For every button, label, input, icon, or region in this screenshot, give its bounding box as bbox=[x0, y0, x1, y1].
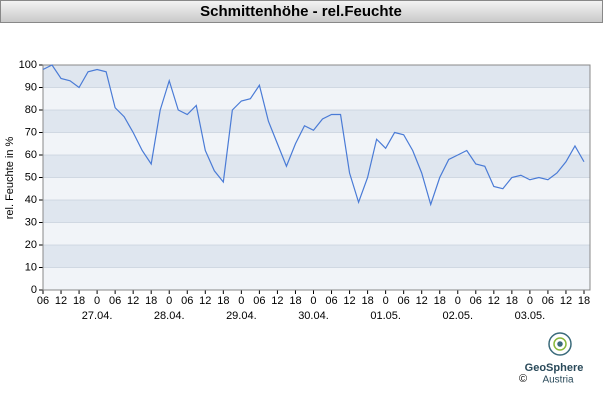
plot-frame bbox=[42, 64, 591, 291]
x-tick-label: 06 bbox=[470, 295, 482, 307]
x-tick-label: 12 bbox=[271, 295, 283, 307]
plot-band bbox=[43, 177, 590, 200]
date-label: 29.04. bbox=[226, 310, 257, 322]
y-tick-label: 90 bbox=[25, 81, 37, 93]
plot-band bbox=[43, 132, 590, 155]
logo-sub: Austria bbox=[542, 375, 574, 386]
plot-band bbox=[43, 110, 590, 133]
x-tick-label: 18 bbox=[506, 295, 518, 307]
x-tick-label: 0 bbox=[94, 295, 100, 307]
date-label: 30.04. bbox=[298, 310, 329, 322]
y-tick-label: 100 bbox=[19, 59, 37, 71]
plot-band bbox=[43, 245, 590, 268]
x-tick-label: 12 bbox=[55, 295, 67, 307]
x-tick-label: 0 bbox=[310, 295, 316, 307]
y-axis-label: rel. Feuchte in % bbox=[4, 137, 16, 220]
x-tick-label: 18 bbox=[361, 295, 373, 307]
chart-title: Schmittenhöhe - rel.Feuchte bbox=[200, 3, 402, 20]
y-tick-label: 60 bbox=[25, 149, 37, 161]
date-label: 27.04. bbox=[82, 310, 113, 322]
x-tick-label: 06 bbox=[181, 295, 193, 307]
x-tick-label: 06 bbox=[542, 295, 554, 307]
x-tick-label: 06 bbox=[325, 295, 337, 307]
y-tick-label: 80 bbox=[25, 104, 37, 116]
date-label: 28.04. bbox=[154, 310, 185, 322]
plot-band bbox=[43, 222, 590, 245]
x-tick-label: 06 bbox=[109, 295, 121, 307]
x-tick-label: 12 bbox=[488, 295, 500, 307]
x-tick-label: 0 bbox=[455, 295, 461, 307]
y-tick-label: 70 bbox=[25, 126, 37, 138]
x-tick-label: 12 bbox=[560, 295, 572, 307]
copyright: © bbox=[519, 373, 527, 385]
x-tick-label: 12 bbox=[199, 295, 211, 307]
x-tick-label: 18 bbox=[217, 295, 229, 307]
date-label: 03.05. bbox=[515, 310, 546, 322]
logo-icon bbox=[548, 332, 572, 356]
x-tick-label: 0 bbox=[383, 295, 389, 307]
x-tick-label: 18 bbox=[73, 295, 85, 307]
plot-band bbox=[43, 87, 590, 110]
plot-band bbox=[43, 65, 590, 88]
x-tick-label: 18 bbox=[289, 295, 301, 307]
y-tick-label: 0 bbox=[31, 284, 37, 296]
x-tick-label: 18 bbox=[145, 295, 157, 307]
date-label: 01.05. bbox=[370, 310, 401, 322]
plot-band bbox=[43, 267, 590, 290]
y-tick-label: 20 bbox=[25, 239, 37, 251]
x-tick-label: 0 bbox=[238, 295, 244, 307]
x-tick-label: 18 bbox=[434, 295, 446, 307]
x-tick-label: 06 bbox=[253, 295, 265, 307]
y-tick-label: 30 bbox=[25, 216, 37, 228]
y-tick-label: 40 bbox=[25, 194, 37, 206]
x-tick-label: 06 bbox=[398, 295, 410, 307]
x-tick-label: 12 bbox=[416, 295, 428, 307]
y-tick-label: 50 bbox=[25, 171, 37, 183]
x-tick-label: 0 bbox=[166, 295, 172, 307]
plot-band bbox=[43, 200, 590, 223]
y-tick-label: 10 bbox=[25, 261, 37, 273]
x-tick-label: 12 bbox=[343, 295, 355, 307]
logo-name: GeoSphere bbox=[525, 362, 584, 374]
x-tick-label: 18 bbox=[578, 295, 590, 307]
date-label: 02.05. bbox=[442, 310, 473, 322]
plot-band bbox=[43, 155, 590, 178]
x-tick-label: 12 bbox=[127, 295, 139, 307]
x-tick-label: 06 bbox=[37, 295, 49, 307]
x-tick-label: 0 bbox=[527, 295, 533, 307]
data-line bbox=[42, 64, 585, 207]
